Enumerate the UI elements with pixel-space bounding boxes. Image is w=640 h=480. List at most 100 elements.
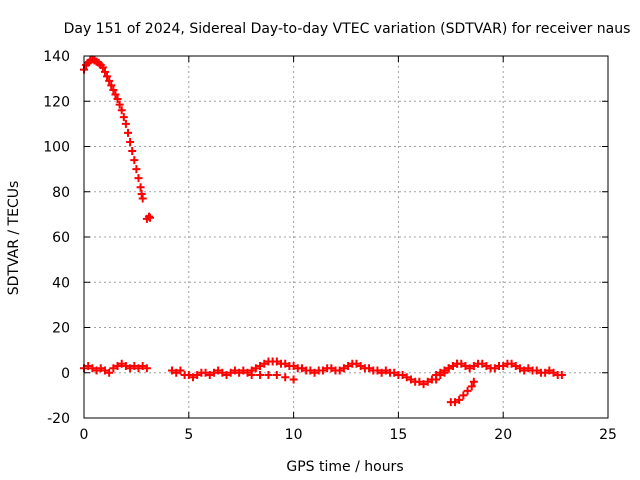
data-point [137, 190, 146, 199]
data-point [459, 391, 468, 400]
data-point [168, 366, 177, 375]
data-point [260, 359, 269, 368]
data-point [98, 63, 107, 72]
data-point [235, 368, 244, 377]
data-point [281, 373, 290, 382]
data-point [184, 371, 193, 380]
x-axis-label: GPS time / hours [286, 459, 403, 475]
x-tick-label: 25 [599, 427, 617, 443]
x-tick-label: 20 [494, 427, 512, 443]
data-point [390, 368, 399, 377]
data-point [142, 364, 151, 373]
data-point [88, 364, 97, 373]
data-point [134, 174, 143, 183]
data-point [103, 72, 112, 81]
data-point [499, 361, 508, 370]
data-point [432, 375, 441, 384]
data-point [415, 377, 424, 386]
data-point [463, 386, 472, 395]
data-point [549, 368, 558, 377]
grid [84, 56, 608, 418]
x-tick-label: 0 [80, 427, 89, 443]
data-point [113, 361, 122, 370]
data-point [469, 361, 478, 370]
data-point [327, 364, 336, 373]
data-point [251, 364, 260, 373]
data-point [134, 364, 143, 373]
data-point [465, 364, 474, 373]
data-point [209, 368, 218, 377]
data-point [318, 366, 327, 375]
data-point [297, 364, 306, 373]
data-point [511, 361, 520, 370]
data-point [201, 368, 210, 377]
data-point [100, 67, 109, 76]
data-point [121, 361, 130, 370]
data-point [130, 361, 139, 370]
y-tick-label: 0 [61, 366, 70, 382]
data-point [377, 368, 386, 377]
data-point [117, 359, 126, 368]
data-point [243, 368, 252, 377]
data-point [310, 368, 319, 377]
y-tick-label: -20 [47, 411, 70, 427]
data-point [121, 119, 130, 128]
data-point [289, 375, 298, 384]
data-point [365, 364, 374, 373]
data-point [356, 361, 365, 370]
data-point [100, 366, 109, 375]
y-tick-label: 40 [52, 275, 70, 291]
data-points [80, 55, 566, 407]
data-point [144, 212, 153, 221]
data-point [92, 366, 101, 375]
data-point [188, 373, 197, 382]
data-point [478, 359, 487, 368]
data-point [450, 398, 459, 407]
data-point [230, 366, 239, 375]
chart-title: Day 151 of 2024, Sidereal Day-to-day VTE… [64, 21, 631, 37]
data-point [482, 361, 491, 370]
data-point [226, 368, 235, 377]
data-point [373, 366, 382, 375]
data-point [507, 359, 516, 368]
data-point [126, 364, 135, 373]
axis-ticks: 0 5 10 15 20 25 -20 0 20 40 60 80 100 120 140 [43, 49, 617, 443]
data-point [406, 375, 415, 384]
data-point [109, 364, 118, 373]
data-point [239, 366, 248, 375]
y-tick-label: 80 [52, 185, 70, 201]
data-point [124, 128, 133, 137]
data-point [532, 366, 541, 375]
data-point [272, 357, 281, 366]
data-point [107, 81, 116, 90]
data-point [545, 366, 554, 375]
data-point [306, 366, 315, 375]
data-point [111, 90, 120, 99]
data-point [448, 361, 457, 370]
data-point [105, 76, 114, 85]
data-point [339, 364, 348, 373]
x-tick-label: 15 [389, 427, 407, 443]
data-point [402, 373, 411, 382]
data-point [119, 113, 128, 122]
data-point [344, 361, 353, 370]
x-tick-label: 5 [184, 427, 193, 443]
data-point [469, 377, 478, 386]
data-point [247, 371, 256, 380]
data-point [453, 359, 462, 368]
y-tick-label: 100 [43, 140, 70, 156]
data-point [256, 371, 265, 380]
data-point [381, 366, 390, 375]
data-point [172, 368, 181, 377]
data-point [423, 377, 432, 386]
data-point [146, 213, 155, 222]
data-point [130, 156, 139, 165]
data-point [138, 361, 147, 370]
data-point [113, 94, 122, 103]
data-point [132, 165, 141, 174]
data-point [541, 368, 550, 377]
y-tick-label: 20 [52, 321, 70, 337]
y-tick-label: 60 [52, 230, 70, 246]
data-point [520, 366, 529, 375]
data-point [138, 194, 147, 203]
